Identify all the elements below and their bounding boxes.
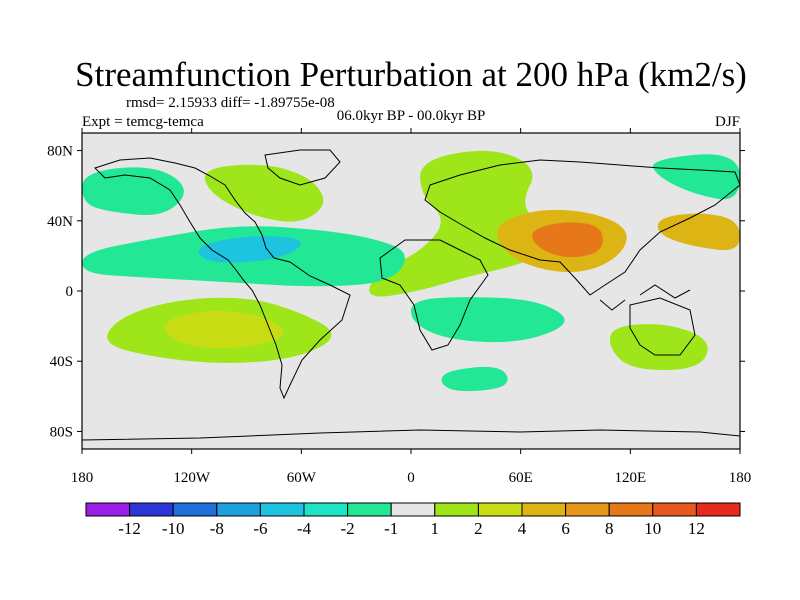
colorbar-swatch	[216, 502, 261, 517]
colorbar-label: -2	[341, 519, 355, 538]
x-tick-label: 120E	[614, 470, 646, 486]
experiment-label: Expt = temcg-temca	[82, 114, 204, 130]
colorbar-label: -10	[162, 519, 185, 538]
y-tick-label: 40N	[47, 214, 73, 230]
colorbar-label: -8	[210, 519, 224, 538]
y-tick-label: 0	[66, 284, 74, 300]
colorbar-label: -1	[384, 519, 398, 538]
colorbar-label: 10	[644, 519, 661, 538]
colorbar-label: 6	[561, 519, 570, 538]
colorbar-swatch	[695, 502, 741, 517]
y-tick-label: 40S	[50, 354, 73, 370]
colorbar-swatch	[565, 502, 610, 517]
colorbar-label: -4	[297, 519, 312, 538]
negative-anomaly-n-pacific	[82, 167, 184, 216]
x-tick-label: 120W	[173, 470, 211, 486]
colorbar-swatch	[434, 502, 479, 517]
colorbar-label: 12	[688, 519, 705, 538]
x-tick-label: 60W	[287, 470, 317, 486]
colorbar-label: 1	[431, 519, 440, 538]
colorbar-label: 8	[605, 519, 614, 538]
x-tick-label: 0	[407, 470, 415, 486]
colorbar-swatch	[129, 502, 174, 517]
colorbar-label: -6	[253, 519, 267, 538]
colorbar-swatch	[477, 502, 523, 517]
colorbar-swatch	[390, 502, 436, 517]
colorbar-swatch	[172, 502, 218, 517]
colorbar-swatch	[259, 502, 305, 517]
colorbar-swatch	[303, 502, 349, 517]
coastlines	[82, 149, 740, 441]
positive-anomaly-s-pacific-core	[164, 310, 284, 349]
colorbar-swatch	[608, 502, 654, 517]
x-axis: 180 120W 60W 0 60E 120E 180	[71, 128, 752, 486]
negative-anomaly-s-ocean	[441, 366, 508, 392]
y-axis: 80N 40N 0 40S 80S	[47, 144, 745, 440]
negative-anomaly-s-indian	[411, 297, 565, 343]
season-label: DJF	[715, 114, 740, 130]
positive-anomaly-w-pacific	[657, 213, 740, 251]
negative-anomaly-tropical-core	[198, 236, 301, 263]
negative-anomaly-ne-pacific	[652, 154, 740, 200]
y-tick-label: 80S	[50, 424, 73, 440]
colorbar-swatch	[85, 502, 131, 517]
positive-anomaly-asia-peak	[532, 222, 603, 258]
colorbar: -12 -10 -8 -6 -4 -2 -1 1 2 4 6 8 10 12	[85, 502, 741, 538]
y-tick-label: 80N	[47, 144, 73, 160]
period-label: 06.0kyr BP - 00.0kyr BP	[337, 108, 486, 124]
colorbar-label: -12	[118, 519, 141, 538]
positive-anomaly-n-atlantic	[204, 164, 324, 222]
colorbar-label: 4	[518, 519, 527, 538]
colorbar-label: 2	[474, 519, 483, 538]
colorbar-swatch	[521, 502, 567, 517]
x-tick-label: 180	[729, 470, 752, 486]
x-tick-label: 180	[71, 470, 94, 486]
stats-label: rmsd= 2.15933 diff= -1.89755e-08	[126, 95, 335, 111]
chart-title: Streamfunction Perturbation at 200 hPa (…	[75, 55, 747, 94]
x-tick-label: 60E	[509, 470, 533, 486]
colorbar-swatch	[652, 502, 697, 517]
colorbar-swatch	[347, 502, 392, 517]
